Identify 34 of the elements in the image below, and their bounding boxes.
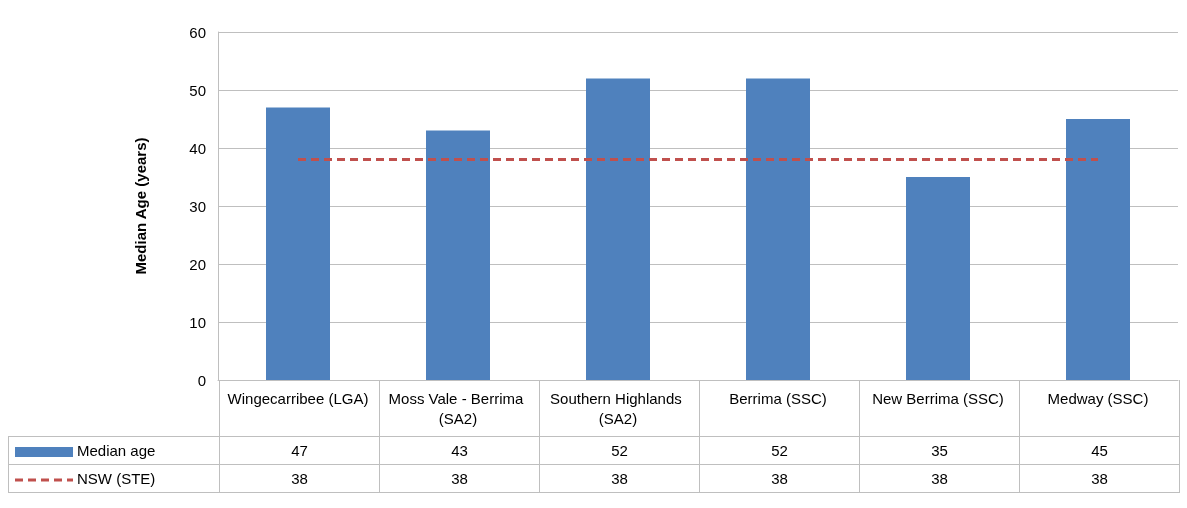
y-tick-label: 30 xyxy=(189,197,206,215)
data-label: 38 xyxy=(699,464,860,493)
data-label: 52 xyxy=(539,436,700,465)
data-label: 38 xyxy=(379,464,540,493)
bar xyxy=(266,107,330,380)
x-tick-label: Berrima (SSC) xyxy=(729,389,827,407)
data-label: 38 xyxy=(1019,464,1180,493)
y-tick-label: 0 xyxy=(197,371,206,389)
bar xyxy=(906,177,970,380)
data-label: 38 xyxy=(219,464,380,493)
data-label: 38 xyxy=(859,464,1020,493)
bar xyxy=(1066,119,1130,380)
bar xyxy=(426,130,490,380)
y-tick-label: 60 xyxy=(189,23,206,41)
data-label: 43 xyxy=(379,436,540,465)
data-label: 35 xyxy=(859,436,1020,465)
data-label: 45 xyxy=(1019,436,1180,465)
y-tick-label: 50 xyxy=(189,81,206,99)
y-tick-label: 40 xyxy=(189,139,206,157)
x-tick-label: Moss Vale - Berrima (SA2) xyxy=(388,389,528,427)
data-label: 52 xyxy=(699,436,860,465)
legend-label: NSW (STE) xyxy=(77,470,156,487)
y-axis-title: Median Age (years) xyxy=(132,137,149,275)
y-tick-label: 10 xyxy=(189,313,206,331)
data-label: 38 xyxy=(539,464,700,493)
bar xyxy=(586,78,650,380)
x-tick-label: Medway (SSC) xyxy=(1047,389,1149,407)
x-tick-label: New Berrima (SSC) xyxy=(872,389,1004,407)
x-tick-label: Wingecarribee (LGA) xyxy=(227,389,369,407)
x-tick-label: Southern Highlands (SA2) xyxy=(550,389,686,427)
legend-label: Median age xyxy=(77,442,156,459)
y-tick-label: 20 xyxy=(189,255,206,273)
bar xyxy=(746,78,810,380)
data-label: 47 xyxy=(219,436,380,465)
